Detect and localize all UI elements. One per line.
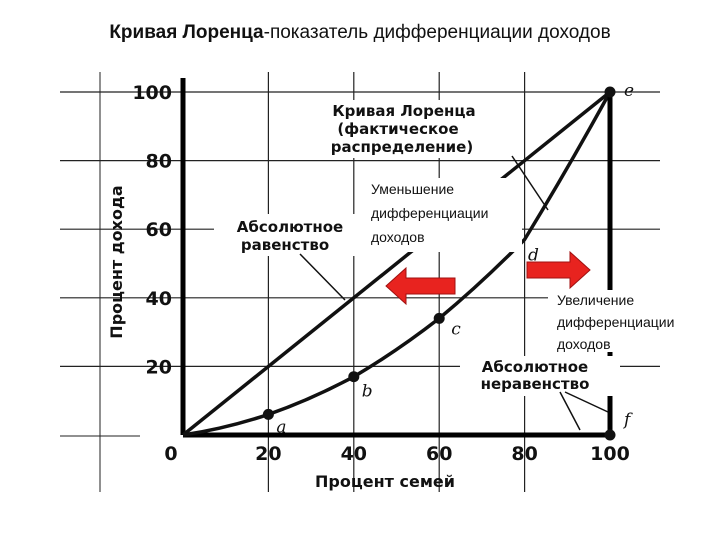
point-label-f: f: [622, 410, 633, 430]
decrease-label-line2: дифференциации: [371, 205, 488, 221]
inequality-leader-1: [559, 391, 581, 431]
y-tick-label-60: 60: [146, 219, 172, 241]
x-tick-label-40: 40: [341, 443, 367, 465]
y-axis-label: Процент дохода: [107, 185, 126, 338]
inequality-label-line2: неравенство: [481, 375, 590, 393]
equality-label-line1: Абсолютное: [237, 218, 343, 236]
increase-label-bg: [548, 290, 698, 352]
point-label-e: e: [624, 81, 634, 101]
point-e: [604, 86, 616, 98]
slide-title-rest: -показатель дифференциации доходов: [263, 22, 611, 43]
decrease-arrow-icon: [385, 266, 456, 306]
chart-annotations: Кривая Лоренца(фактическоераспределение)…: [214, 100, 698, 431]
increase-label-line1: Увеличение: [557, 292, 634, 308]
decrease-label-bg: [360, 178, 522, 252]
lorenz-label-line3: распределение): [331, 138, 473, 156]
increase-label-line2: дифференциации: [557, 314, 674, 330]
equality-line: [181, 90, 612, 437]
chart-ticks: 0 20 40 60 80 100 20 40 60 80 100 Процент семей Проц…: [107, 82, 630, 491]
x-tick-label-100: 100: [590, 443, 630, 465]
equality-leader: [299, 253, 346, 301]
decrease-label-line3: доходов: [371, 229, 425, 245]
inequality-leader-2: [564, 391, 609, 413]
x-tick-label-60: 60: [426, 443, 452, 465]
point-f: [604, 429, 616, 441]
decrease-label-line1: Уменьшение: [371, 181, 454, 197]
y-tick-label-80: 80: [146, 151, 172, 173]
y-tick-label-40: 40: [146, 288, 172, 310]
point-label-d: d: [528, 245, 539, 265]
y-tick-label-100: 100: [132, 82, 172, 104]
chart-points: a b c d e f: [262, 81, 634, 441]
lorenz-leader: [511, 155, 549, 211]
point-b: [348, 371, 360, 383]
point-label-c: c: [451, 319, 461, 339]
increase-arrow-icon: [526, 250, 591, 290]
lorenz-label-bg: [292, 100, 514, 158]
point-a: [262, 408, 274, 420]
point-label-a: a: [276, 417, 286, 437]
x-tick-label-20: 20: [255, 443, 281, 465]
slide-title: Кривая Лоренца-показатель дифференциации…: [0, 22, 720, 44]
equality-label-bg: [214, 214, 364, 256]
point-c: [433, 312, 445, 324]
x-axis-label: Процент семей: [315, 472, 455, 491]
y-tick-label-20: 20: [146, 356, 172, 378]
point-label-b: b: [362, 382, 373, 402]
equality-label-line2: равенство: [241, 236, 329, 254]
lorenz-label-line1: Кривая Лоренца: [332, 102, 475, 120]
lorenz-label-line2: (фактическое: [337, 120, 458, 138]
increase-label-line3: доходов: [557, 336, 611, 352]
inequality-label-line1: Абсолютное: [482, 358, 588, 376]
slide-title-bold: Кривая Лоренца: [109, 22, 264, 43]
x-tick-label-0: 0: [164, 443, 177, 465]
inequality-label-bg: [460, 356, 620, 396]
x-tick-label-80: 80: [511, 443, 537, 465]
